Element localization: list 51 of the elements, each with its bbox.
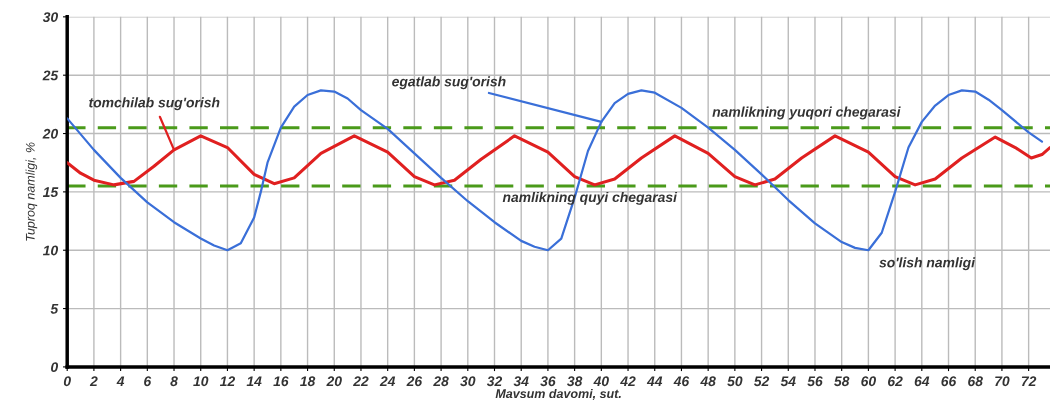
x-tick-label: 40 [593,376,609,387]
y-axis-title: Tuproq namligi, % [25,142,38,241]
ref-line-label: namlikning yuqori chegarasi [712,106,901,120]
x-tick-label: 52 [753,376,770,387]
y-tick-label: 25 [42,70,59,81]
line-series [67,89,1044,252]
x-tick-label: 28 [433,376,449,387]
x-tick-label: 14 [246,376,262,387]
y-tick-label: 15 [42,187,59,198]
y-tick-label: 30 [42,12,59,23]
x-tick-label: 24 [379,376,396,387]
x-tick-label: 0 [63,376,71,387]
x-tick-label: 26 [406,376,423,387]
x-tick-label: 2 [89,376,98,387]
x-tick-label: 68 [968,376,983,387]
x-tick-label: 32 [486,376,503,387]
x-tick-label: 22 [353,376,369,387]
x-tick-label: 36 [540,376,556,387]
x-tick-label: 6 [144,376,152,387]
x-tick-label: 72 [1021,376,1037,387]
x-tick-label: 42 [620,376,636,387]
text: egatlab sug'orish [392,76,506,90]
x-tick-label: 10 [193,376,209,387]
x-tick-label: 56 [807,376,823,387]
x-tick-label: 8 [170,376,178,387]
x-tick-label: 34 [513,376,529,387]
x-tick-label: 54 [780,376,796,387]
x-tick-label: 16 [273,376,289,387]
x-tick-label: 20 [326,376,342,387]
y-tick-label: 20 [42,128,59,139]
x-tick-label: 48 [700,376,716,387]
y-tick-label: 0 [51,362,59,373]
x-tick-label: 70 [995,376,1010,387]
text: tomchilab sug'orish [89,97,220,111]
x-tick-label: 46 [673,376,690,387]
y-tick-label: 10 [42,245,59,256]
x-tick-label: 64 [914,376,930,387]
x-tick-label: 38 [567,376,583,387]
x-tick-label: 4 [116,376,125,387]
x-tick-label: 50 [727,376,743,387]
x-tick-label: 62 [888,376,903,387]
x-tick-label: 18 [300,376,316,387]
x-tick-label: 30 [460,376,476,387]
annotation: so'lish namligi [879,257,976,271]
x-tick-label: 12 [219,376,236,387]
y-tick-label: 5 [50,304,59,314]
x-tick-label: 60 [861,376,876,387]
x-axis-title: Mavsum davomi, sut. [495,388,621,400]
x-tick-label: 58 [834,376,850,387]
x-tick-label: 66 [941,376,957,387]
x-tick-label: 44 [646,376,663,387]
